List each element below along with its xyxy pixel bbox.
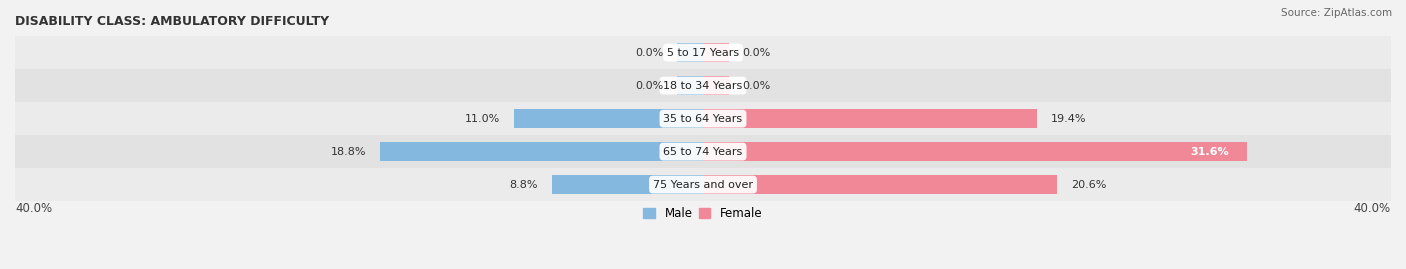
Legend: Male, Female: Male, Female xyxy=(638,203,768,225)
Text: 0.0%: 0.0% xyxy=(742,81,770,91)
Text: 20.6%: 20.6% xyxy=(1071,180,1107,190)
Bar xyxy=(380,142,703,161)
Text: 0.0%: 0.0% xyxy=(742,48,770,58)
Bar xyxy=(15,69,1391,102)
Text: 40.0%: 40.0% xyxy=(15,202,52,215)
Bar xyxy=(513,109,703,128)
Bar xyxy=(703,76,728,95)
Bar xyxy=(703,142,1247,161)
Text: 75 Years and over: 75 Years and over xyxy=(652,180,754,190)
Text: 18 to 34 Years: 18 to 34 Years xyxy=(664,81,742,91)
Text: 65 to 74 Years: 65 to 74 Years xyxy=(664,147,742,157)
Text: 0.0%: 0.0% xyxy=(636,48,664,58)
Text: 11.0%: 11.0% xyxy=(465,114,501,123)
Text: DISABILITY CLASS: AMBULATORY DIFFICULTY: DISABILITY CLASS: AMBULATORY DIFFICULTY xyxy=(15,15,329,28)
Text: 40.0%: 40.0% xyxy=(1354,202,1391,215)
Text: Source: ZipAtlas.com: Source: ZipAtlas.com xyxy=(1281,8,1392,18)
Bar xyxy=(15,168,1391,201)
Bar xyxy=(678,43,703,62)
Bar xyxy=(551,175,703,194)
Text: 18.8%: 18.8% xyxy=(330,147,366,157)
Bar xyxy=(678,76,703,95)
Text: 31.6%: 31.6% xyxy=(1191,147,1229,157)
Text: 19.4%: 19.4% xyxy=(1050,114,1085,123)
Bar xyxy=(15,102,1391,135)
Bar xyxy=(15,36,1391,69)
Bar xyxy=(703,43,728,62)
Text: 8.8%: 8.8% xyxy=(509,180,538,190)
Text: 35 to 64 Years: 35 to 64 Years xyxy=(664,114,742,123)
Text: 5 to 17 Years: 5 to 17 Years xyxy=(666,48,740,58)
Bar xyxy=(703,175,1057,194)
Text: 0.0%: 0.0% xyxy=(636,81,664,91)
Bar xyxy=(703,109,1036,128)
Bar xyxy=(15,135,1391,168)
